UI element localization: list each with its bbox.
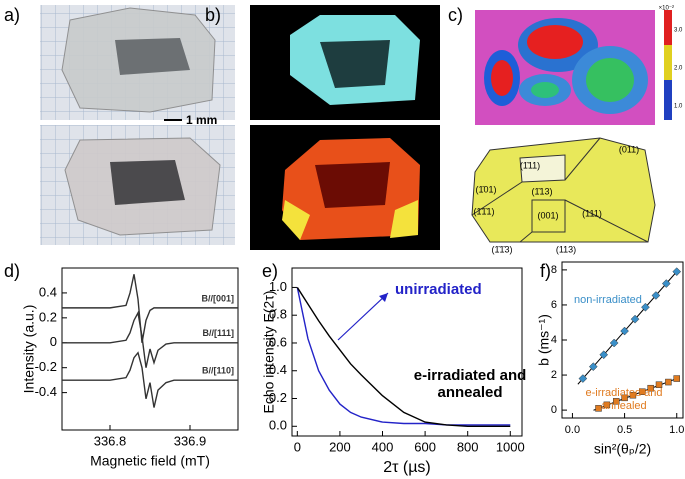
point (603, 401, 611, 409)
colorbar-tick: 3.0 (674, 28, 683, 34)
series-label: B//[110] (202, 366, 234, 376)
facet-label: (113) (556, 244, 576, 254)
series-label: unirradiated (395, 281, 482, 298)
y-axis-label: Echo intensity E(2τ) (261, 290, 277, 413)
plot-frame (61, 267, 239, 431)
panel-label: e) (262, 261, 278, 281)
point (612, 398, 620, 405)
series-label: non-irradiated (574, 294, 642, 306)
y-tick-label: 0 (50, 334, 57, 349)
point (639, 388, 646, 395)
point (665, 378, 672, 386)
photo-a (40, 5, 235, 245)
point (641, 302, 650, 312)
point (630, 314, 640, 324)
scale-bar-label: 1 mm (186, 113, 217, 127)
point (651, 291, 661, 300)
series-label: B//[001] (201, 293, 234, 303)
x-tick-label: 600 (414, 439, 436, 454)
y-axis-label: b (ms⁻¹) (536, 314, 552, 366)
y-tick-label: 0.0 (269, 418, 287, 433)
point (673, 375, 680, 382)
panel-label: b) (205, 5, 221, 25)
y-tick-label: 4 (551, 334, 557, 346)
series-label-box: e-irradiated and annealed (413, 367, 527, 402)
y-tick-label: 6 (551, 299, 557, 311)
y-tick-label: 0.2 (269, 390, 287, 405)
y-tick-label: 0.4 (269, 362, 287, 377)
y-tick-label: 0.4 (39, 284, 57, 299)
y-tick-label: 0.6 (269, 334, 287, 349)
arrow (337, 292, 389, 341)
point (672, 267, 682, 276)
point (647, 384, 654, 392)
colorbar-exponent: ×10⁻² (659, 6, 674, 12)
facet-label: (111) (582, 208, 602, 218)
point (655, 381, 663, 388)
point (661, 279, 671, 288)
series-label: B//[111] (202, 328, 234, 338)
y-tick-label: 0 (551, 404, 557, 416)
point (599, 350, 609, 360)
facet-label: (1̄1̄3) (491, 244, 512, 254)
facet-label: (1̄01) (475, 184, 496, 194)
facet-label: (1̄13) (531, 186, 552, 196)
x-axis-label: 2τ (µs) (383, 459, 431, 476)
panel-label: a) (4, 5, 20, 25)
x-axis-label: sin²(θₚ/2) (594, 441, 651, 457)
series-line (62, 310, 238, 368)
x-tick-label: 0.0 (565, 424, 580, 436)
point (629, 391, 637, 399)
map-c (471, 10, 672, 243)
x-tick-label: 336.9 (174, 433, 207, 448)
y-tick-label: 8 (551, 264, 557, 276)
facet-label: (001) (537, 210, 558, 220)
point (620, 326, 629, 336)
x-tick-label: 400 (372, 439, 394, 454)
series-line (62, 351, 238, 408)
x-tick-label: 800 (457, 439, 479, 454)
colorbar-tick: 2.0 (674, 66, 683, 72)
panel-label: f) (540, 261, 551, 281)
panel-label: d) (4, 261, 20, 281)
x-axis-label: Magnetic field (mT) (90, 453, 210, 469)
y-tick-label: -0.4 (35, 384, 57, 399)
panel-label: c) (448, 5, 463, 25)
y-tick-label: 1.0 (269, 279, 287, 294)
series-label: e-irradiated and annealed (413, 367, 527, 402)
series-label-box: e-irradiated and annealed (585, 387, 663, 412)
point (621, 394, 628, 402)
facet-label: (1̄11) (520, 160, 540, 170)
series-line (62, 274, 238, 343)
y-tick-label: -0.2 (35, 359, 57, 374)
facet-label: (011) (619, 144, 639, 154)
y-tick-label: 0.8 (269, 307, 287, 322)
y-tick-label: 2 (551, 369, 557, 381)
point (609, 338, 619, 348)
point (588, 362, 598, 371)
y-axis-label: Intensity (a.u.) (21, 305, 37, 394)
x-tick-label: 0 (294, 439, 301, 454)
point (578, 374, 588, 383)
x-tick-label: 1.0 (669, 424, 684, 436)
point (595, 405, 602, 412)
x-tick-label: 200 (329, 439, 351, 454)
colorbar-tick: 1.0 (674, 104, 683, 110)
x-tick-label: 336.8 (94, 433, 127, 448)
plot-frame (291, 267, 523, 437)
x-tick-label: 1000 (496, 439, 525, 454)
arrow-head (379, 293, 388, 302)
series-line (296, 287, 511, 427)
y-tick-label: 0.2 (39, 309, 57, 324)
facet-label: (1̄1̄1) (473, 206, 494, 216)
series-label: e-irradiated and annealed (585, 387, 663, 412)
photo-b (250, 5, 440, 250)
x-tick-label: 0.5 (617, 424, 632, 436)
